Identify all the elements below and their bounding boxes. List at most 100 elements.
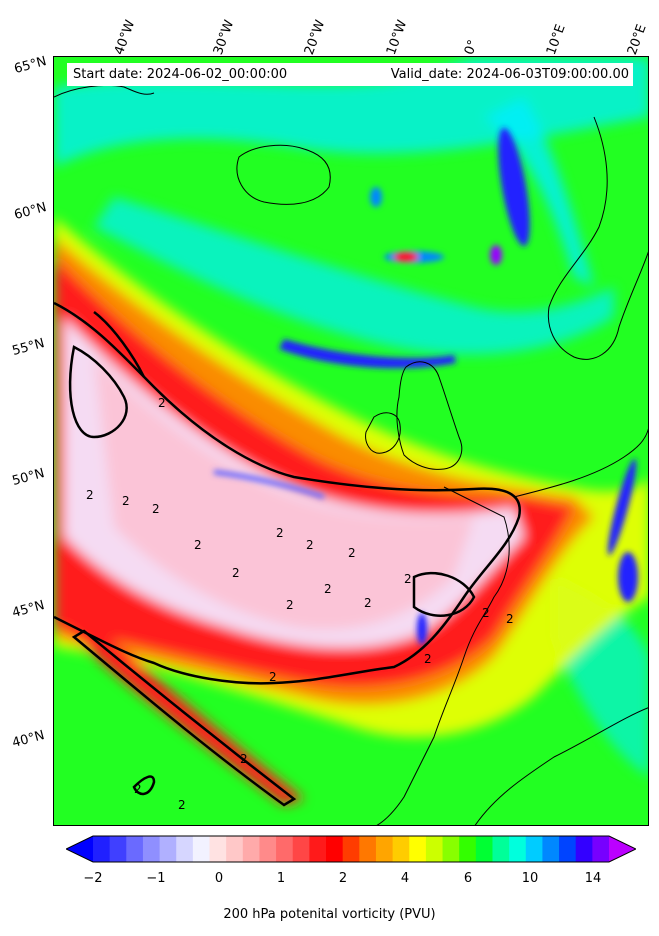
- colorbar-segment: [159, 836, 177, 862]
- contour-label: 2: [404, 572, 412, 586]
- lon-label-40w: 40°W: [111, 18, 139, 57]
- contour-pv2-filament: [71, 629, 297, 807]
- field-cyan-band-mid: [94, 197, 614, 355]
- coast-iceland: [236, 144, 331, 205]
- colorbar-segment: [509, 836, 527, 862]
- contour-label: 2: [269, 670, 277, 684]
- colorbar: [66, 835, 636, 863]
- contour-pv2-lobe-west: [93, 311, 146, 378]
- field-blue-blob-se: [618, 552, 638, 602]
- colorbar-segment: [459, 836, 477, 862]
- colorbar-segment: [109, 836, 127, 862]
- coast-scandinavia: [547, 116, 648, 360]
- field-blue-streak-east: [607, 458, 637, 556]
- colorbar-tick: 0: [214, 871, 224, 886]
- start-date-text: Start date: 2024-06-02_00:00:00: [73, 67, 288, 82]
- colorbar-tick: 4: [400, 871, 410, 886]
- contour-label: 2: [122, 494, 130, 508]
- colorbar-tick: 2: [338, 871, 348, 886]
- coast-greenland: [54, 84, 155, 98]
- field-pink-core: [94, 357, 474, 630]
- contour-label: 2: [482, 606, 490, 620]
- field-red-spot-iceland: [394, 252, 418, 262]
- map-frame: 2 2 2 2 2 2 2 2 2 2 2 2 2 2 2 2 2 2 2 2: [53, 56, 649, 826]
- colorbar-tick: 6: [463, 871, 473, 886]
- colorbar-segment: [392, 836, 410, 862]
- lon-label-30w: 30°W: [210, 18, 238, 57]
- contour-label: 2: [364, 596, 372, 610]
- colorbar-segment: [192, 836, 211, 862]
- lon-label-20e: 20°E: [624, 22, 650, 57]
- colorbar-segment: [126, 836, 144, 862]
- colorbar-segment: [209, 836, 227, 862]
- colorbar-segment: [575, 836, 593, 862]
- contour-label: 2: [240, 752, 248, 766]
- contour-label: 2: [158, 396, 166, 410]
- pv-field-map: 2 2 2 2 2 2 2 2 2 2 2 2 2 2 2 2 2 2 2 2: [54, 57, 648, 825]
- colorbar-segment: [542, 836, 560, 862]
- lon-label-10e: 10°E: [543, 22, 569, 57]
- colorbar-segment: [342, 836, 360, 862]
- colorbar-segment: [142, 836, 161, 862]
- coast-ireland: [365, 412, 401, 454]
- contour-label: 2: [324, 582, 332, 596]
- contour-label: 2: [506, 612, 514, 626]
- lat-label-60n: 60°N: [12, 200, 49, 223]
- colorbar-tick: −2: [83, 871, 103, 886]
- contour-pv2-east-ring: [412, 571, 476, 617]
- colorbar-extend-max: [609, 836, 636, 862]
- field-cyan-east: [484, 97, 594, 287]
- colorbar-segment: [226, 836, 244, 862]
- lat-label-65n: 65°N: [12, 54, 49, 77]
- colorbar-segment: [309, 836, 327, 862]
- colorbar-tick: −1: [146, 871, 166, 886]
- field-purple-max-north: [490, 245, 502, 265]
- header-box: Start date: 2024-06-02_00:00:00 Valid_da…: [67, 63, 633, 86]
- colorbar-extend-min: [66, 836, 93, 862]
- colorbar-segment: [375, 836, 394, 862]
- colorbar-tick: 10: [521, 871, 539, 886]
- colorbar-segment: [176, 836, 194, 862]
- coast-british-isles: [396, 361, 463, 470]
- contour-label: 2: [348, 546, 356, 560]
- contour-label: 2: [134, 782, 142, 796]
- contour-label: 2: [306, 538, 314, 552]
- field-blue-streak-north: [498, 127, 530, 247]
- lat-label-55n: 55°N: [10, 336, 47, 359]
- contour-pv2-lobe-north: [68, 345, 128, 439]
- lat-label-50n: 50°N: [10, 466, 47, 489]
- field-blue-dot-1: [370, 187, 382, 207]
- colorbar-segment: [425, 836, 444, 862]
- lon-label-0: 0°: [461, 37, 482, 57]
- colorbar-tick: 1: [276, 871, 286, 886]
- valid-date-text: Valid_date: 2024-06-03T09:00:00.00: [390, 67, 629, 82]
- lat-label-40n: 40°N: [10, 728, 47, 751]
- colorbar-segment: [276, 836, 294, 862]
- colorbar-segment: [359, 836, 377, 862]
- coast-europe-east: [513, 428, 648, 498]
- contour-label: 2: [178, 798, 186, 812]
- lat-label-45n: 45°N: [10, 598, 47, 621]
- colorbar-outline: [66, 835, 636, 863]
- colorbar-segment: [442, 836, 460, 862]
- colorbar-segment: [259, 836, 277, 862]
- coast-iberia-france: [376, 486, 510, 825]
- contour-label: 2: [424, 652, 432, 666]
- lon-label-20w: 20°W: [301, 18, 329, 57]
- lon-label-10w: 10°W: [383, 18, 411, 57]
- colorbar-segment: [475, 836, 493, 862]
- colorbar-segment: [326, 836, 344, 862]
- contour-label: 2: [194, 538, 202, 552]
- contour-label: 2: [276, 526, 284, 540]
- field-blue-jet-streak: [279, 339, 456, 369]
- colorbar-segment: [525, 836, 543, 862]
- colorbar-segment: [292, 836, 310, 862]
- colorbar-segment: [559, 836, 577, 862]
- colorbar-title: 200 hPa potenital vorticity (PVU): [223, 907, 436, 922]
- colorbar-segment: [492, 836, 510, 862]
- contour-pv2-main: [54, 301, 522, 685]
- coast-africa: [474, 707, 648, 825]
- colorbar-segment: [93, 836, 111, 862]
- colorbar-segment: [592, 836, 610, 862]
- field-blue-filament-center: [213, 469, 325, 500]
